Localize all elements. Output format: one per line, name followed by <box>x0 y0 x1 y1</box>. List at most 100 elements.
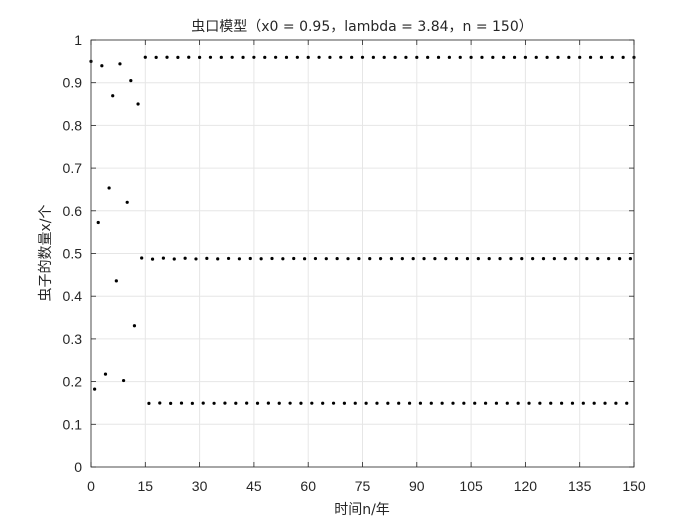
axis-ticks <box>90 39 635 468</box>
data-point <box>393 55 397 59</box>
data-point <box>520 257 524 261</box>
data-point <box>411 257 415 261</box>
data-point <box>364 401 368 405</box>
data-point <box>444 257 448 261</box>
data-point <box>541 257 546 261</box>
data-point <box>158 401 162 405</box>
x-tick-label: 150 <box>622 478 646 494</box>
data-point <box>483 401 488 405</box>
data-point <box>570 401 575 405</box>
y-tick-label: 0.7 <box>63 160 83 176</box>
data-point <box>321 401 325 405</box>
data-point <box>523 55 528 59</box>
data-point <box>118 62 122 66</box>
x-tick-label: 60 <box>300 478 316 494</box>
data-point <box>534 55 538 59</box>
data-point <box>458 55 462 59</box>
data-point <box>386 401 390 405</box>
data-point <box>469 55 473 59</box>
data-point <box>306 55 310 59</box>
data-point <box>429 401 433 405</box>
data-point <box>266 401 270 405</box>
data-point <box>324 257 328 261</box>
y-tick-label: 0 <box>74 459 82 475</box>
data-point <box>447 55 451 59</box>
data-points <box>89 55 636 405</box>
data-point <box>147 401 151 405</box>
data-point <box>599 55 604 59</box>
data-point <box>389 257 394 261</box>
data-point <box>339 55 343 59</box>
data-point <box>219 55 223 59</box>
data-point <box>121 378 126 383</box>
data-point <box>538 401 542 405</box>
data-point <box>560 401 564 405</box>
y-tick-label: 0.1 <box>63 416 83 432</box>
data-point <box>375 401 379 405</box>
data-point <box>440 401 444 405</box>
data-point <box>531 257 535 261</box>
data-point <box>245 401 249 405</box>
data-point <box>574 257 578 261</box>
data-point <box>190 401 194 405</box>
data-point <box>183 256 187 260</box>
y-tick-label: 0.8 <box>63 117 83 133</box>
x-tick-label: 45 <box>246 478 262 494</box>
y-tick-label: 0.9 <box>63 75 83 91</box>
x-tick-label: 90 <box>409 478 425 494</box>
data-point <box>346 257 350 261</box>
data-point <box>628 257 632 261</box>
x-tick-labels: 0 15 30 45 60 75 90 105 120 135 150 <box>87 478 646 494</box>
data-point <box>621 55 625 59</box>
data-point <box>198 55 202 59</box>
data-point <box>248 256 252 261</box>
data-point <box>451 401 455 405</box>
data-point <box>270 256 274 261</box>
data-point <box>335 256 339 261</box>
data-point <box>129 79 133 83</box>
data-point <box>563 257 567 261</box>
data-point <box>93 387 97 391</box>
data-point <box>216 257 220 261</box>
data-point <box>596 257 600 261</box>
data-point <box>132 324 137 328</box>
data-point <box>368 257 372 261</box>
data-point <box>357 256 361 261</box>
data-point <box>201 401 205 405</box>
y-tick-label: 0.6 <box>63 203 83 219</box>
data-point <box>567 55 571 59</box>
data-point <box>491 55 495 59</box>
data-point <box>418 401 423 405</box>
data-point <box>552 257 556 261</box>
data-point <box>585 257 589 261</box>
x-tick-label: 30 <box>192 478 208 494</box>
data-point <box>187 55 191 59</box>
y-axis-label: 虫子的数量x/个 <box>38 204 54 301</box>
data-point <box>234 401 238 405</box>
y-tick-label: 0.4 <box>63 288 83 304</box>
data-point <box>194 257 198 261</box>
x-tick-label: 120 <box>514 478 538 494</box>
data-point <box>404 55 408 59</box>
data-point <box>313 256 318 261</box>
data-point <box>400 256 404 261</box>
data-point <box>407 401 412 405</box>
data-point <box>433 257 437 261</box>
data-point <box>299 401 303 405</box>
data-point <box>512 55 517 59</box>
data-point <box>252 55 256 59</box>
data-point <box>502 55 506 59</box>
data-point <box>545 55 549 59</box>
data-point <box>505 401 509 405</box>
data-point <box>212 401 216 405</box>
y-tick-label: 0.3 <box>63 331 83 347</box>
data-point <box>331 401 336 405</box>
data-point <box>154 55 158 59</box>
data-point <box>169 401 173 405</box>
data-point <box>100 64 104 68</box>
data-point <box>549 401 553 405</box>
data-point <box>581 401 585 405</box>
x-tick-label: 75 <box>355 478 371 494</box>
data-point <box>103 372 108 376</box>
